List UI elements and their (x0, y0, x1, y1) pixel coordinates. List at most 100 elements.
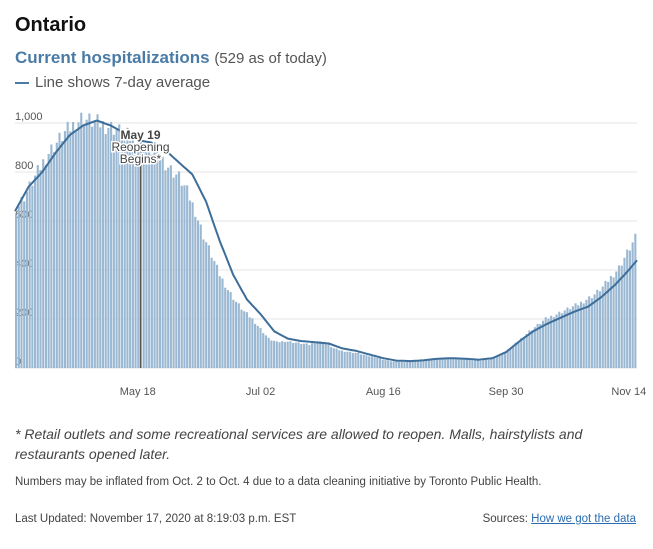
bar (332, 348, 335, 368)
bar (416, 360, 420, 368)
bar (42, 159, 45, 368)
annotation-label: Begins* (120, 152, 162, 166)
bar (376, 357, 379, 368)
bar (53, 152, 56, 368)
bar (245, 312, 248, 368)
bar (188, 200, 191, 368)
y-tick-label: 1,000 (15, 111, 43, 123)
sources-link[interactable]: How we got the data (531, 513, 636, 525)
bar (558, 311, 561, 368)
bar (23, 201, 26, 368)
bar (191, 202, 194, 368)
bar (55, 142, 58, 368)
bar (479, 360, 482, 368)
bar (183, 185, 186, 368)
bar (262, 333, 265, 368)
bar (324, 343, 327, 368)
bar (294, 342, 297, 368)
bar (373, 357, 376, 368)
bar (186, 185, 189, 368)
bar (547, 318, 550, 368)
bar (566, 307, 569, 368)
bar (403, 362, 406, 368)
bar (273, 340, 276, 368)
x-tick-label: Nov 14 (611, 386, 646, 398)
bar (112, 134, 115, 368)
bar (85, 119, 88, 368)
bar (441, 358, 444, 368)
bar (63, 131, 67, 368)
bar (96, 114, 99, 368)
bar (609, 276, 612, 368)
bar (286, 341, 289, 368)
x-tick-label: Jul 02 (246, 386, 275, 398)
bar (25, 191, 28, 368)
bar (617, 265, 621, 368)
bar (471, 360, 474, 368)
bar (631, 242, 634, 368)
bar (340, 350, 344, 368)
bar (498, 354, 501, 368)
bar (194, 216, 197, 368)
bar (158, 160, 162, 368)
bar (525, 333, 528, 368)
bar (452, 357, 455, 368)
bar (368, 356, 371, 368)
bar (446, 357, 449, 368)
bar (468, 359, 471, 368)
bar (359, 354, 363, 368)
bar (476, 360, 479, 368)
bar (541, 320, 545, 368)
bar (531, 330, 534, 368)
bar (555, 314, 558, 368)
bar (628, 250, 631, 368)
bar (175, 174, 178, 368)
bar (482, 360, 485, 368)
bar (101, 121, 105, 368)
bar (444, 357, 447, 368)
bar (552, 317, 555, 368)
bar (270, 340, 273, 368)
bar (77, 122, 80, 368)
bar (169, 165, 172, 368)
bar (72, 121, 75, 368)
bar (427, 359, 430, 368)
bar (400, 361, 403, 368)
bar (411, 361, 414, 368)
bar (346, 351, 349, 368)
bar (47, 153, 50, 368)
bar (142, 149, 145, 368)
bar (574, 303, 577, 368)
bar (327, 344, 330, 368)
bar (229, 292, 232, 368)
bar (422, 360, 425, 368)
bar (343, 351, 346, 368)
bar (354, 352, 357, 368)
bar (226, 290, 229, 368)
bar (544, 317, 547, 368)
bar (123, 132, 126, 368)
bar (99, 127, 102, 369)
bar (259, 327, 262, 368)
bar (514, 342, 517, 368)
bar (107, 127, 110, 368)
bar (536, 323, 539, 368)
bar (134, 147, 137, 368)
bar (210, 257, 213, 368)
sources: Sources: How we got the data (483, 513, 636, 525)
bar (378, 358, 382, 368)
bar (145, 145, 148, 368)
bar (330, 347, 333, 368)
subtitle-main: Current hospitalizations (15, 48, 210, 67)
bar (571, 306, 574, 368)
bar (39, 169, 42, 368)
bar (232, 299, 235, 368)
bar (436, 358, 439, 368)
bar (120, 137, 124, 368)
bar (520, 338, 523, 368)
subtitle-count: (529 as of today) (214, 50, 327, 67)
bar (199, 224, 202, 368)
footnote: * Retail outlets and some recreational s… (15, 426, 583, 462)
bar (528, 330, 531, 368)
bar (308, 345, 311, 368)
